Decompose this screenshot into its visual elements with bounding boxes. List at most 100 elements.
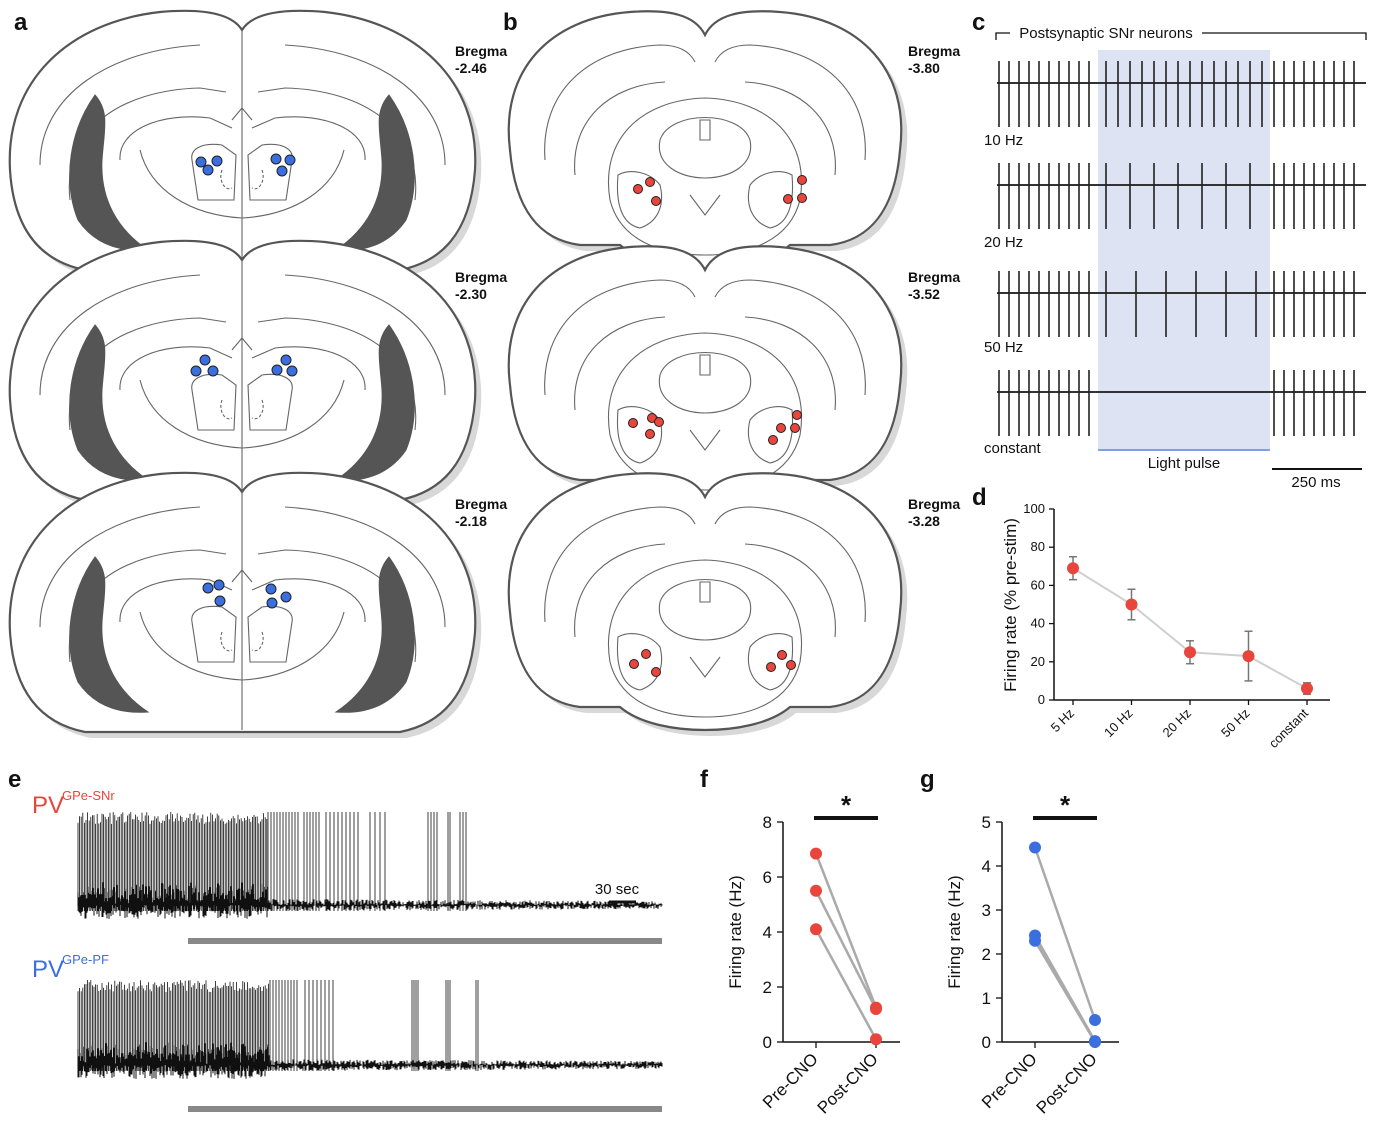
y-axis-label: Firing rate (% pre-stim) — [1001, 518, 1020, 692]
data-point-pre — [810, 884, 822, 897]
series-line — [1072, 567, 1308, 690]
panel-g-letter: g — [920, 766, 935, 793]
injection-dot — [790, 423, 800, 433]
svg-text:-2.46: -2.46 — [455, 60, 487, 76]
brain-section-b2 — [507, 245, 909, 511]
injection-dot — [280, 354, 292, 366]
injection-dot — [202, 164, 214, 176]
data-point-post — [870, 1033, 882, 1046]
svg-text:Bregma: Bregma — [455, 43, 507, 59]
raster-row — [997, 370, 1366, 436]
injection-dot — [797, 193, 807, 203]
injection-dot — [776, 423, 786, 433]
injection-dot — [633, 184, 643, 194]
injection-dot — [628, 418, 638, 428]
pair-line — [814, 890, 878, 1010]
trace-label-snr: PV GPe-SNr — [32, 788, 115, 819]
brain-section-a1 — [8, 9, 483, 278]
y-tick-label: 4 — [982, 857, 991, 876]
data-point-post — [1089, 1036, 1101, 1048]
svg-text:-3.80: -3.80 — [908, 60, 940, 76]
raster-label-constant: constant — [984, 440, 1042, 457]
bregma-label-b2: Bregma -3.52 — [908, 269, 960, 302]
raster-label-50hz: 50 Hz — [984, 339, 1023, 356]
injection-dot — [213, 579, 225, 591]
raster-row — [997, 271, 1366, 337]
brain-section-a2 — [8, 239, 483, 508]
svg-text:PV: PV — [32, 792, 64, 819]
ephys-trace-snr — [77, 812, 663, 919]
injection-dot — [195, 156, 207, 168]
brain-section-b3 — [507, 472, 909, 738]
x-tick-label: constant — [1266, 705, 1312, 751]
injection-dot — [792, 410, 802, 420]
svg-text:Bregma: Bregma — [908, 43, 960, 59]
injection-dot — [266, 597, 278, 609]
panel-e-letter: e — [8, 766, 21, 793]
y-tick-label: 5 — [982, 813, 991, 832]
injection-dot — [768, 435, 778, 445]
injection-sites-a — [190, 153, 298, 609]
scalebar-30s-label: 30 sec — [595, 881, 640, 898]
svg-text:Bregma: Bregma — [908, 496, 960, 512]
injection-dot — [651, 196, 661, 206]
y-tick-label: 40 — [1031, 616, 1045, 631]
injection-dot — [276, 165, 288, 177]
y-tick-label: 0 — [982, 1033, 991, 1052]
injection-dot — [207, 365, 219, 377]
data-point — [1184, 646, 1196, 659]
y-tick-label: 60 — [1031, 577, 1045, 592]
svg-text:GPe-SNr: GPe-SNr — [62, 788, 115, 803]
scalebar-250ms-label: 250 ms — [1291, 474, 1340, 491]
y-axis-label: Firing rate (Hz) — [945, 875, 964, 988]
data-point-post — [1089, 1014, 1101, 1026]
light-pulse-label: Light pulse — [1148, 455, 1221, 472]
svg-text:Bregma: Bregma — [455, 269, 507, 285]
pair-line — [1033, 847, 1097, 1021]
x-tick-label: Pre-CNO — [978, 1049, 1041, 1112]
spike-rasters — [997, 61, 1366, 436]
svg-text:Bregma: Bregma — [455, 496, 507, 512]
y-tick-label: 0 — [763, 1033, 772, 1052]
y-tick-label: 4 — [763, 923, 772, 942]
injection-dot — [629, 659, 639, 669]
bregma-label-b3: Bregma -3.28 — [908, 496, 960, 529]
injection-dot — [777, 650, 787, 660]
svg-text:GPe-PF: GPe-PF — [62, 952, 109, 967]
bregma-label-a3: Bregma -2.18 — [455, 496, 507, 529]
injection-dot — [199, 354, 211, 366]
raster-row — [997, 61, 1366, 127]
x-tick-label: 10 Hz — [1101, 706, 1136, 741]
svg-text:-2.30: -2.30 — [455, 286, 487, 302]
x-tick-label: Post-CNO — [1033, 1049, 1101, 1117]
injection-dot — [766, 662, 776, 672]
injection-dot — [654, 417, 664, 427]
injection-dot — [651, 667, 661, 677]
pair-line — [1033, 940, 1097, 1043]
injection-dot — [202, 582, 214, 594]
injection-dot — [286, 365, 298, 377]
svg-text:Bregma: Bregma — [908, 269, 960, 285]
data-point — [1242, 650, 1255, 663]
panel-d-letter: d — [972, 484, 987, 511]
brain-section-a3 — [8, 471, 483, 740]
y-tick-label: 20 — [1031, 654, 1045, 669]
data-point — [1067, 562, 1079, 575]
x-tick-label: 20 Hz — [1159, 706, 1194, 741]
bregma-label-a2: Bregma -2.30 — [455, 269, 507, 302]
data-point-pre — [1029, 841, 1041, 854]
injection-dot — [797, 175, 807, 185]
y-tick-label: 3 — [982, 901, 991, 920]
injection-dot — [783, 194, 793, 204]
svg-text:-3.52: -3.52 — [908, 286, 940, 302]
trace-spikes — [77, 812, 467, 911]
injection-dot — [270, 153, 282, 165]
injection-dot — [190, 365, 202, 377]
x-tick-label: 50 Hz — [1218, 706, 1253, 741]
y-axis-label: Firing rate (Hz) — [726, 875, 745, 988]
light-pulse-window — [1098, 50, 1270, 450]
data-point-pre — [810, 847, 822, 860]
panel-c-letter: c — [972, 9, 985, 36]
y-tick-label: 100 — [1023, 501, 1045, 516]
injection-dot — [645, 177, 655, 187]
